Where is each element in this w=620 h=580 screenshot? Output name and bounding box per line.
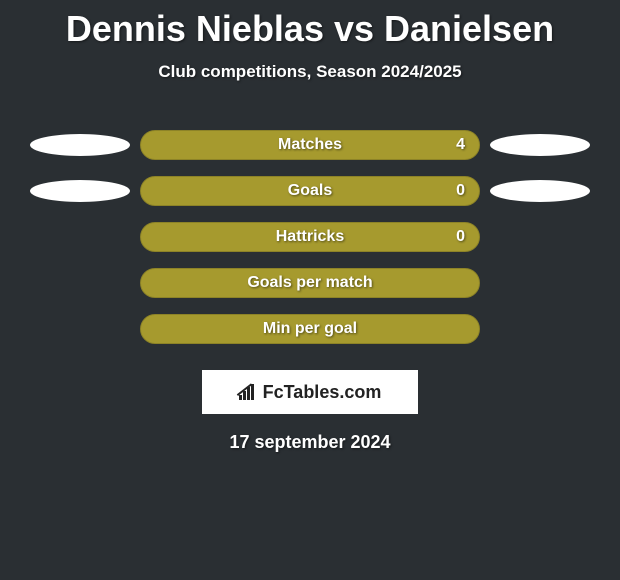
chart-row: Goals 0 (0, 168, 620, 214)
footer-date: 17 september 2024 (0, 432, 620, 453)
chart-row: Min per goal (0, 306, 620, 352)
brand-bars-icon (239, 384, 259, 400)
chart-row: Matches 4 (0, 122, 620, 168)
left-marker-ellipse (30, 180, 130, 202)
chart-row: Goals per match (0, 260, 620, 306)
stat-label: Goals per match (247, 274, 372, 292)
stat-bar-min-per-goal: Min per goal (140, 314, 480, 344)
right-marker-ellipse (490, 134, 590, 156)
comparison-chart: Matches 4 Goals 0 Hattricks 0 Goals per … (0, 122, 620, 352)
stat-label: Hattricks (276, 228, 344, 246)
page-title: Dennis Nieblas vs Danielsen (0, 0, 620, 50)
stat-value: 4 (456, 136, 465, 154)
stat-label: Min per goal (263, 320, 357, 338)
right-marker-ellipse (490, 180, 590, 202)
left-marker-ellipse (30, 134, 130, 156)
stat-label: Matches (278, 136, 342, 154)
stat-bar-matches: Matches 4 (140, 130, 480, 160)
stat-value: 0 (456, 228, 465, 246)
stat-bar-goals-per-match: Goals per match (140, 268, 480, 298)
stat-bar-hattricks: Hattricks 0 (140, 222, 480, 252)
stat-bar-goals: Goals 0 (140, 176, 480, 206)
brand-text: FcTables.com (263, 382, 382, 403)
stat-value: 0 (456, 182, 465, 200)
stat-label: Goals (288, 182, 332, 200)
brand-box: FcTables.com (202, 370, 418, 414)
page-subtitle: Club competitions, Season 2024/2025 (0, 62, 620, 82)
chart-row: Hattricks 0 (0, 214, 620, 260)
